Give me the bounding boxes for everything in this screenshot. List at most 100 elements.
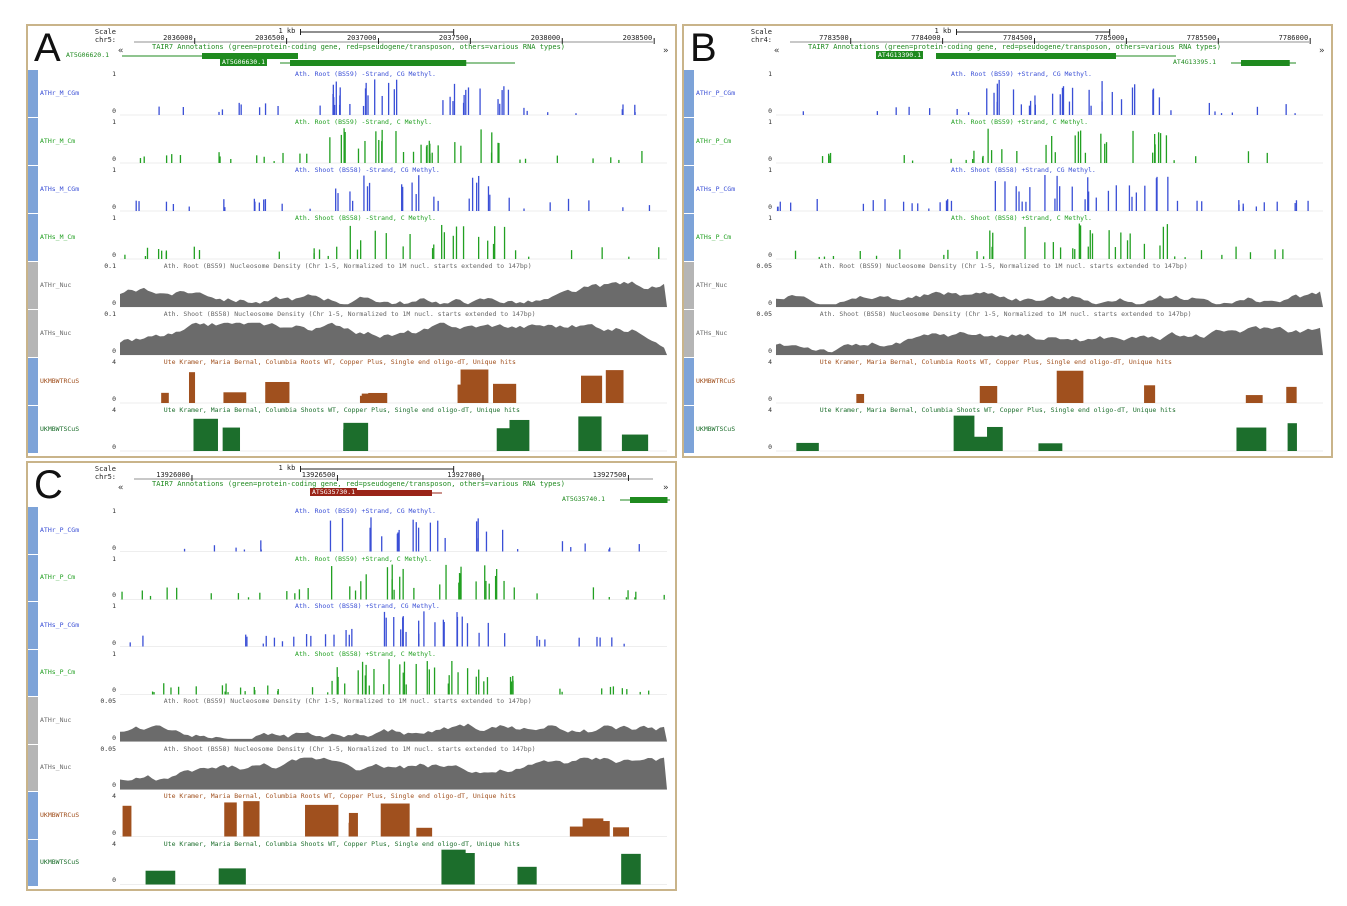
track-ymin: 0 <box>112 733 116 742</box>
track-sidebar[interactable] <box>28 406 38 453</box>
methylation-bar <box>1071 186 1073 211</box>
track-ymin: 0 <box>768 443 772 451</box>
methylation-bar <box>163 682 165 694</box>
track-label: ATHs_Nuc <box>696 329 728 338</box>
track-sidebar[interactable] <box>28 792 38 839</box>
methylation-bar <box>393 589 395 599</box>
methylation-bar <box>149 595 152 599</box>
methylation-bar <box>273 161 275 163</box>
track-sidebar[interactable] <box>28 166 38 213</box>
track-sidebar[interactable] <box>28 70 38 117</box>
track-sidebar[interactable] <box>684 358 694 405</box>
track-sidebar[interactable] <box>28 744 38 791</box>
methylation-bar <box>1107 190 1110 211</box>
methylation-bar <box>501 529 504 552</box>
track-signal <box>776 370 1323 404</box>
track-sidebar[interactable] <box>28 310 38 357</box>
methylation-bar <box>442 100 444 115</box>
methylation-bar <box>1158 97 1161 115</box>
rnaseq-block <box>222 427 241 451</box>
methylation-bar <box>121 591 123 599</box>
methylation-bar <box>468 198 470 211</box>
methylation-bar <box>434 622 436 647</box>
scroll-right-icon[interactable]: » <box>1319 46 1324 56</box>
track-sidebar[interactable] <box>684 118 694 165</box>
methylation-bar <box>263 199 265 211</box>
methylation-bar <box>1051 93 1054 115</box>
gene-name-label[interactable]: AT4G13390.1 <box>876 51 924 59</box>
track-sidebar[interactable] <box>684 262 694 309</box>
methylation-bar <box>976 251 978 259</box>
scroll-right-icon[interactable]: » <box>663 483 668 493</box>
rnaseq-block <box>145 870 176 884</box>
methylation-bar <box>158 106 160 115</box>
track-sidebar[interactable] <box>28 118 38 165</box>
track-title: Ute Kramer, Maria Bernal, Columbia Roots… <box>163 792 516 800</box>
methylation-bar <box>1247 151 1250 163</box>
gene-exon[interactable] <box>320 490 432 496</box>
methylation-bar <box>428 668 430 694</box>
methylation-bar <box>1214 111 1216 115</box>
methylation-bar <box>821 156 824 163</box>
track-sidebar[interactable] <box>28 697 38 744</box>
track-sidebar[interactable] <box>28 554 38 601</box>
gene-exon[interactable] <box>936 53 1116 59</box>
methylation-bar <box>278 251 280 259</box>
gene-name-label[interactable]: AT5G06620.1 <box>66 51 110 59</box>
track-sidebar[interactable] <box>28 839 38 886</box>
scroll-right-icon[interactable]: » <box>663 46 668 56</box>
track-title: Ath. Root (BS59) -Strand, CG Methyl. <box>295 70 436 78</box>
methylation-bar <box>544 639 546 647</box>
methylation-bar <box>1263 202 1265 211</box>
methylation-bar <box>928 208 930 211</box>
methylation-bar <box>1074 249 1076 259</box>
scroll-left-icon[interactable]: « <box>118 46 123 56</box>
track-sidebar[interactable] <box>28 214 38 261</box>
gene-name-label[interactable]: AT5G06630.1 <box>220 58 268 66</box>
track-sidebar[interactable] <box>684 166 694 213</box>
track-sidebar[interactable] <box>28 507 38 554</box>
methylation-bar <box>1129 233 1131 259</box>
gene-name-label[interactable]: AT5G35730.1 <box>310 488 358 496</box>
scroll-left-icon[interactable]: « <box>118 483 123 493</box>
methylation-bar <box>458 572 461 599</box>
methylation-bar <box>402 186 404 211</box>
track-sidebar[interactable] <box>684 70 694 117</box>
rnaseq-block <box>605 370 624 403</box>
scroll-left-icon[interactable]: « <box>774 46 779 56</box>
track-sidebar[interactable] <box>684 406 694 453</box>
track-sidebar[interactable] <box>28 649 38 696</box>
gene-exon[interactable] <box>630 497 668 503</box>
gene-name-label[interactable]: AT4G13395.1 <box>1173 58 1217 66</box>
methylation-bar <box>1056 175 1058 211</box>
gene-exon[interactable] <box>1241 60 1290 66</box>
track-sidebar[interactable] <box>28 602 38 649</box>
methylation-bar <box>157 249 160 259</box>
methylation-bar <box>403 661 406 694</box>
methylation-bar <box>412 151 415 163</box>
track-sidebar[interactable] <box>684 214 694 261</box>
methylation-bar <box>1105 142 1108 163</box>
methylation-bar <box>423 611 425 647</box>
track-ymax: 4 <box>112 792 116 800</box>
methylation-bar <box>612 685 615 694</box>
gene-exon[interactable] <box>290 60 467 66</box>
methylation-bar <box>345 630 347 647</box>
methylation-bar <box>1087 246 1089 259</box>
track-label: ATHr_Nuc <box>40 715 72 724</box>
track-sidebar[interactable] <box>684 310 694 357</box>
methylation-bar <box>356 249 359 259</box>
methylation-bar <box>484 564 486 599</box>
track-sidebar[interactable] <box>28 358 38 405</box>
methylation-bar <box>993 92 995 115</box>
track-title: Ute Kramer, Maria Bernal, Columbia Roots… <box>819 358 1172 366</box>
track-ymax: 1 <box>112 166 116 174</box>
methylation-bar <box>395 131 397 163</box>
rnaseq-block <box>348 812 358 837</box>
methylation-bar <box>902 201 905 211</box>
track-sidebar[interactable] <box>28 262 38 309</box>
methylation-bar <box>1170 110 1172 115</box>
gene-exon[interactable] <box>202 53 298 59</box>
methylation-bar <box>138 201 140 211</box>
gene-name-label[interactable]: AT5G35740.1 <box>562 495 606 503</box>
